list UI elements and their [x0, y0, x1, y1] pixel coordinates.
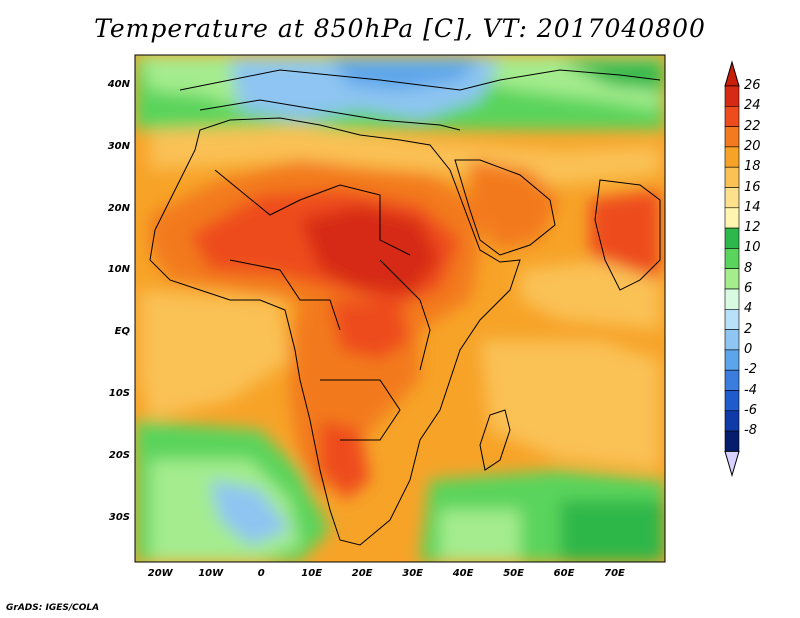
- colorbar-label: 22: [744, 118, 761, 134]
- lat-label: 30S: [108, 511, 130, 523]
- colorbar-swatch: [724, 410, 740, 432]
- colorbar-label: 18: [744, 159, 761, 175]
- map-title: Temperature at 850hPa [C], VT: 201704080…: [94, 14, 706, 43]
- colorbar-top-arrow: [724, 60, 740, 87]
- colorbar-swatch: [724, 207, 740, 229]
- colorbar-swatch: [724, 369, 740, 391]
- colorbar-swatch: [724, 329, 740, 351]
- colorbar-swatch: [724, 126, 740, 148]
- colorbar-label: 4: [744, 301, 753, 317]
- colorbar-label: -6: [744, 402, 757, 418]
- colorbar-label: 10: [744, 240, 761, 256]
- colorbar-swatch: [724, 85, 740, 107]
- lat-label: 30N: [107, 140, 130, 152]
- lon-label: 10W: [198, 568, 224, 579]
- colorbar-swatch: [724, 390, 740, 412]
- colorbar-bottom-arrow: [724, 450, 740, 478]
- lon-label: 20W: [147, 568, 173, 579]
- colorbar-swatch: [724, 268, 740, 290]
- colorbar-label: -8: [744, 423, 757, 439]
- colorbar: [724, 60, 740, 478]
- colorbar-swatch: [724, 288, 740, 310]
- lat-label: 10N: [107, 264, 130, 276]
- colorbar-swatch: [724, 248, 740, 269]
- lon-label: 40E: [452, 568, 474, 579]
- map-border: [134, 54, 666, 563]
- colorbar-swatch: [724, 187, 740, 209]
- lon-label: 60E: [553, 568, 575, 579]
- colorbar-swatch: [724, 430, 740, 452]
- lat-label: 40N: [107, 78, 130, 90]
- temperature-field: [135, 55, 665, 562]
- lon-label: 30E: [402, 568, 423, 579]
- colorbar-swatch: [724, 146, 740, 168]
- colorbar-label: 2: [744, 321, 753, 337]
- colorbar-swatch: [724, 349, 740, 371]
- colorbar-label: 0: [744, 341, 753, 357]
- colorbar-label: 16: [744, 179, 761, 195]
- lat-label: EQ: [114, 326, 130, 338]
- colorbar-label: 6: [744, 281, 753, 296]
- colorbar-swatch: [724, 227, 740, 249]
- colorbar-label: -4: [744, 382, 757, 398]
- lon-label: 20E: [351, 568, 373, 579]
- colorbar-label: 20: [744, 138, 761, 154]
- colorbar-label: 14: [744, 199, 761, 215]
- coastlines: [149, 69, 661, 546]
- colorbar-label: 26: [744, 78, 761, 93]
- lon-label: 50E: [503, 568, 524, 579]
- colorbar-label: 12: [744, 220, 761, 236]
- lat-label: 20S: [108, 449, 130, 461]
- lon-label: 10E: [301, 568, 323, 579]
- colorbar-label: 24: [744, 98, 761, 114]
- lat-label: 20N: [107, 202, 130, 214]
- lon-label: 70E: [604, 568, 625, 579]
- lon-label: 0: [257, 568, 265, 579]
- colorbar-label: 8: [744, 260, 753, 276]
- colorbar-swatch: [724, 106, 740, 127]
- lat-label: 10S: [108, 388, 130, 400]
- colorbar-swatch: [724, 308, 740, 330]
- colorbar-label: -2: [744, 362, 757, 378]
- credit-text: GrADS: IGES/COLA: [6, 603, 100, 613]
- colorbar-swatch: [724, 166, 740, 188]
